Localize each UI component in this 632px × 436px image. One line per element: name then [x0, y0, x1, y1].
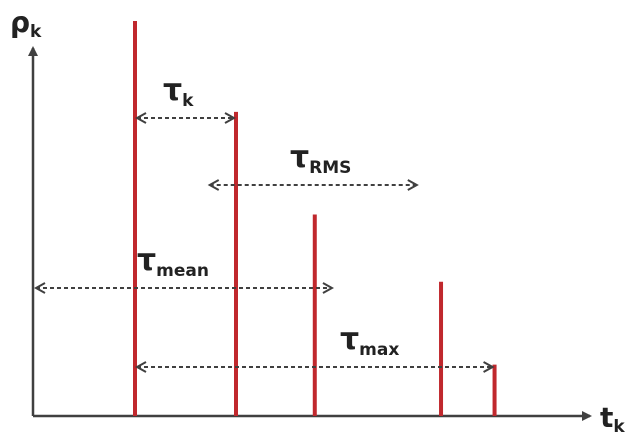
delay-spreads: τk τRMS τmean τmax	[36, 73, 493, 367]
y-axis-label: ρk	[10, 6, 42, 42]
x-axis-label: tk	[600, 401, 625, 436]
tau-max-label: τmax	[340, 322, 399, 360]
taps	[135, 21, 495, 416]
tau-k-label: τk	[163, 73, 194, 111]
tau-mean-label: τmean	[137, 243, 209, 281]
tau-rms-label: τRMS	[290, 140, 351, 178]
